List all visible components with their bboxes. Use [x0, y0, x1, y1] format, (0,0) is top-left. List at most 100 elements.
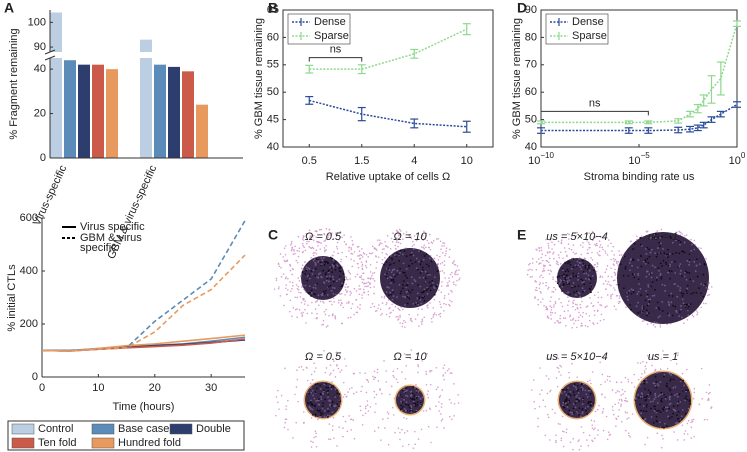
stroma-dot [585, 233, 588, 236]
stroma-dot [707, 397, 710, 400]
stroma-dot [587, 325, 589, 328]
stroma-dot [357, 255, 359, 257]
tumor-dot [567, 262, 569, 265]
stroma-dot [543, 305, 545, 307]
stroma-dot [543, 265, 545, 268]
tumor-dot [651, 281, 654, 283]
tumor-dot [392, 273, 395, 276]
stroma-dot [387, 246, 389, 248]
stroma-dot [602, 408, 605, 410]
tumor-dot [672, 412, 675, 415]
tumor-dot [423, 299, 426, 302]
tumor-dot [314, 283, 317, 286]
tumor-dot [663, 393, 665, 396]
stroma-dot [539, 367, 541, 369]
stroma-dot [369, 286, 372, 289]
stroma-dot [313, 436, 315, 439]
stroma-dot [349, 278, 352, 280]
stroma-dot [599, 304, 601, 306]
stroma-dot [325, 367, 328, 369]
stroma-dot [328, 300, 331, 303]
stroma-dot [352, 372, 355, 375]
tumor-dot [646, 270, 649, 273]
stroma-dot [613, 271, 616, 274]
stroma-dot [660, 446, 663, 449]
stroma-dot [285, 284, 288, 286]
stroma-dot [375, 248, 377, 250]
tumor-dot [654, 252, 657, 255]
stroma-dot [597, 429, 599, 431]
stroma-dot [654, 326, 656, 328]
tumor-dot [411, 282, 414, 285]
stroma-dot [347, 285, 350, 288]
stroma-dot [278, 265, 281, 268]
stroma-dot [547, 244, 550, 247]
stroma-dot [358, 285, 361, 287]
stroma-dot [628, 434, 630, 437]
legend-swatch [11, 423, 35, 435]
tumor-dot [567, 413, 570, 416]
tumor-dot [654, 394, 657, 397]
tumor-dot [679, 401, 681, 404]
stroma-dot [358, 288, 360, 290]
stroma-dot [384, 257, 386, 259]
tumor-dot [384, 273, 386, 276]
stroma-dot [286, 293, 288, 296]
stroma-dot [294, 393, 296, 396]
stroma-dot [347, 391, 349, 393]
tumor-dot [681, 389, 684, 392]
stroma-dot [627, 378, 629, 381]
stroma-dot [376, 239, 379, 241]
legend-label: Hundred fold [118, 437, 181, 449]
stroma-dot [696, 313, 698, 316]
tumor-dot [426, 292, 429, 295]
stroma-dot [568, 376, 571, 379]
legend-label: Sparse [572, 30, 607, 42]
tumor-dot [326, 275, 329, 278]
stroma-dot [278, 408, 280, 410]
stroma-dot [558, 371, 560, 373]
tumor-dot [301, 271, 304, 274]
stroma-dot [296, 308, 298, 310]
stroma-dot [604, 252, 607, 254]
stroma-dot [554, 412, 556, 414]
tumor-dot [671, 252, 674, 255]
tumor-dot [631, 264, 633, 267]
stroma-dot [292, 253, 295, 256]
stroma-dot [423, 230, 425, 233]
stroma-dot [352, 243, 354, 246]
tumor-dot [591, 275, 594, 277]
x-tick-label: 1.5 [354, 155, 369, 167]
tumor-dot [419, 272, 422, 274]
stroma-dot [377, 426, 380, 429]
stroma-dot [318, 304, 320, 307]
stroma-dot [323, 310, 326, 313]
stroma-dot [540, 301, 542, 304]
stroma-dot [612, 257, 615, 260]
stroma-dot [710, 286, 713, 288]
tumor-dot [665, 253, 668, 256]
stroma-dot [373, 286, 375, 288]
stroma-dot [285, 405, 288, 407]
stroma-dot [350, 292, 352, 294]
stroma-dot [357, 262, 359, 265]
tumor-dot [338, 406, 340, 409]
stroma-dot [614, 258, 617, 261]
tumor-dot [675, 251, 678, 254]
stroma-dot [300, 292, 302, 294]
stroma-dot [421, 308, 423, 311]
stroma-dot [333, 251, 335, 253]
stroma-dot [595, 270, 598, 273]
stroma-dot [624, 429, 627, 432]
stroma-dot [538, 262, 541, 265]
stroma-dot [555, 280, 558, 283]
tumor-dot [322, 402, 325, 405]
stroma-dot [617, 402, 620, 404]
tumor-dot [627, 292, 630, 294]
tumor-dot [319, 416, 321, 418]
tumor-dot [646, 304, 649, 307]
tumor-dot [389, 254, 392, 257]
stroma-dot [310, 247, 313, 250]
stroma-dot [559, 314, 562, 317]
tumor-dot [420, 302, 423, 305]
